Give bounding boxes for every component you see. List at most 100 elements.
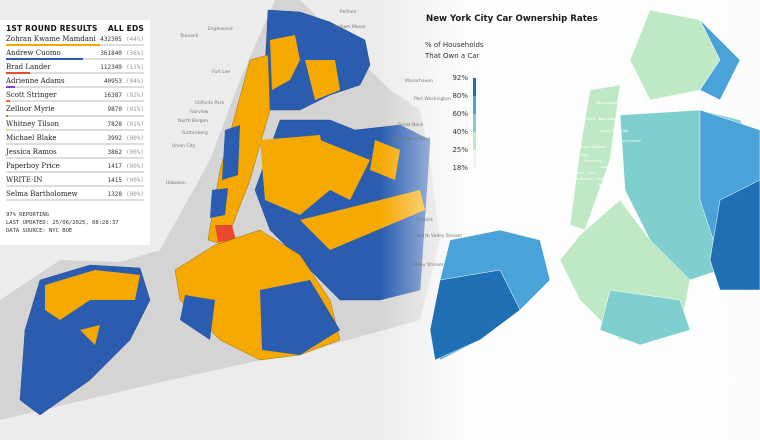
candidate-percent: (00%)	[125, 162, 144, 170]
legend-label: 40%	[452, 128, 468, 136]
place-label: Pelham	[340, 9, 357, 15]
neighborhood-label: Morningside Heights	[596, 101, 632, 105]
place-label: Teaneck	[179, 33, 199, 39]
legend-label: 25%	[452, 146, 468, 154]
candidate-name: Andrew Cuomo	[6, 49, 61, 58]
place-label: Great Neck Plaza	[392, 136, 431, 142]
candidate-name: Brad Lander	[6, 63, 51, 72]
candidate-row[interactable]: Scott Stringer 16387 (02%)	[6, 89, 144, 103]
vote-share-fill	[6, 128, 9, 131]
vote-share-bar	[6, 170, 144, 173]
place-label: Union City	[172, 143, 196, 149]
vote-share-fill	[6, 72, 30, 75]
legend-swatch	[473, 78, 476, 96]
reporting-status: 97% REPORTING	[6, 212, 50, 219]
car-map-title: New York City Car Ownership Rates	[426, 14, 598, 24]
candidate-name: Selma Bartholomew	[6, 190, 78, 199]
candidate-votes: 361840 (36%)	[100, 50, 144, 57]
vote-share-fill	[6, 58, 83, 61]
candidate-row[interactable]: Michael Blake 3992 (00%)	[6, 132, 144, 146]
vote-share-bar	[6, 199, 144, 202]
place-label: North Valley Stream	[417, 233, 462, 239]
legend-label: 60%	[452, 110, 468, 118]
place-label: Fairview	[190, 109, 209, 115]
candidate-row[interactable]: Zohran Kwame Mamdani 432305 (44%)	[6, 33, 144, 47]
place-label: Valley Stream	[412, 262, 443, 268]
vote-count: 3992	[107, 134, 122, 142]
neighborhood-label: North Side	[596, 177, 614, 181]
legend-swatch	[473, 132, 476, 150]
results-panel: 1ST ROUND RESULTS ALL EDS Zohran Kwame M…	[0, 20, 150, 245]
legend-label: 80%	[452, 92, 468, 100]
candidate-votes: 112349 (11%)	[100, 64, 144, 71]
legend-swatch	[473, 150, 476, 168]
candidate-percent: (44%)	[125, 36, 144, 43]
candidate-votes: 432305 (44%)	[100, 36, 144, 43]
candidate-row[interactable]: Andrew Cuomo 361840 (36%)	[6, 47, 144, 61]
candidate-percent: (04%)	[125, 78, 144, 86]
vote-count: 361840	[100, 50, 122, 58]
candidate-row[interactable]: Brad Lander 112349 (11%)	[6, 61, 144, 75]
vote-share-bar	[6, 185, 144, 188]
place-label: Pelham Manor	[334, 24, 366, 30]
vote-count: 7828	[107, 120, 122, 128]
candidate-row[interactable]: Zellnor Myrie 9870 (01%)	[6, 103, 144, 117]
manhattan[interactable]	[207, 54, 271, 246]
vote-share-fill	[6, 114, 9, 117]
vote-count: 1417	[107, 162, 122, 170]
place-label: Great Neck	[398, 122, 424, 128]
candidate-list: Zohran Kwame Mamdani 432305 (44%) Andrew …	[6, 33, 144, 202]
candidate-votes: 9870 (01%)	[107, 106, 144, 113]
vote-share-bar	[6, 142, 144, 145]
candidate-row[interactable]: Adrienne Adams 40953 (04%)	[6, 75, 144, 89]
vote-count: 1415	[107, 176, 122, 184]
candidate-name: Michael Blake	[6, 133, 57, 142]
place-label: Cliffside Park	[195, 100, 225, 106]
vote-share-bar	[6, 128, 144, 131]
candidate-row[interactable]: WRITE-IN 1415 (00%)	[6, 174, 144, 188]
legend-title-line1: % of Households	[425, 41, 484, 49]
candidate-percent: (00%)	[125, 191, 144, 199]
legend-label: 92%	[452, 74, 468, 82]
neighborhood-label: Williamsburg	[598, 183, 621, 187]
vote-share-fill	[6, 86, 15, 89]
legend-swatch	[473, 114, 476, 132]
vote-count: 16387	[103, 92, 122, 100]
candidate-name: Zellnor Myrie	[6, 105, 55, 114]
basemap-labels: Pelham Pelham Manor Englewood Teaneck Fo…	[166, 9, 462, 268]
place-label: Hoboken	[166, 180, 186, 186]
neighborhood-labels: Morningside Heights Upper West Side Uppe…	[571, 101, 641, 187]
candidate-row[interactable]: Jessica Ramos 3862 (00%)	[6, 146, 144, 160]
candidate-percent: (11%)	[125, 64, 144, 72]
candidate-votes: 3992 (00%)	[107, 135, 144, 142]
candidate-votes: 7828 (01%)	[107, 121, 144, 128]
staten-island[interactable]	[19, 264, 151, 416]
neighborhood-label: Gramercy	[584, 159, 601, 163]
data-source: DATA SOURCE: NYC BOE	[6, 228, 73, 235]
candidate-row[interactable]: Selma Bartholomew 1328 (00%)	[6, 188, 144, 202]
candidate-name: WRITE-IN	[6, 175, 43, 184]
brooklyn[interactable]	[174, 229, 341, 361]
vote-count: 1328	[107, 191, 122, 199]
candidate-row[interactable]: Whitney Tilson 7828 (01%)	[6, 118, 144, 132]
candidate-votes: 1415 (00%)	[107, 177, 144, 184]
results-scope: ALL EDS	[107, 24, 144, 33]
vote-share-bar	[6, 100, 144, 103]
vote-share-bar	[6, 86, 144, 89]
candidate-votes: 40953 (04%)	[104, 78, 144, 85]
last-updated: LAST UPDATED: 25/06/2025, 08:28:37	[6, 220, 119, 227]
vote-share-fill	[6, 44, 101, 47]
candidate-name: Jessica Ramos	[6, 147, 57, 156]
legend-title: % of Households That Own a Car	[425, 40, 484, 62]
vote-share-fill	[6, 100, 11, 103]
candidate-percent: (36%)	[125, 50, 144, 58]
car-ownership-map[interactable]: Morningside Heights Upper West Side Uppe…	[429, 9, 760, 361]
legend-swatch	[473, 96, 476, 114]
candidate-row[interactable]: Paperboy Price 1417 (00%)	[6, 160, 144, 174]
neighborhood-label: Chelsea	[574, 153, 588, 157]
candidate-votes: 1328 (00%)	[107, 191, 144, 198]
candidate-percent: (02%)	[125, 92, 144, 100]
place-label: Englewood	[208, 26, 233, 32]
candidate-name: Zohran Kwame Mamdani	[6, 35, 96, 43]
